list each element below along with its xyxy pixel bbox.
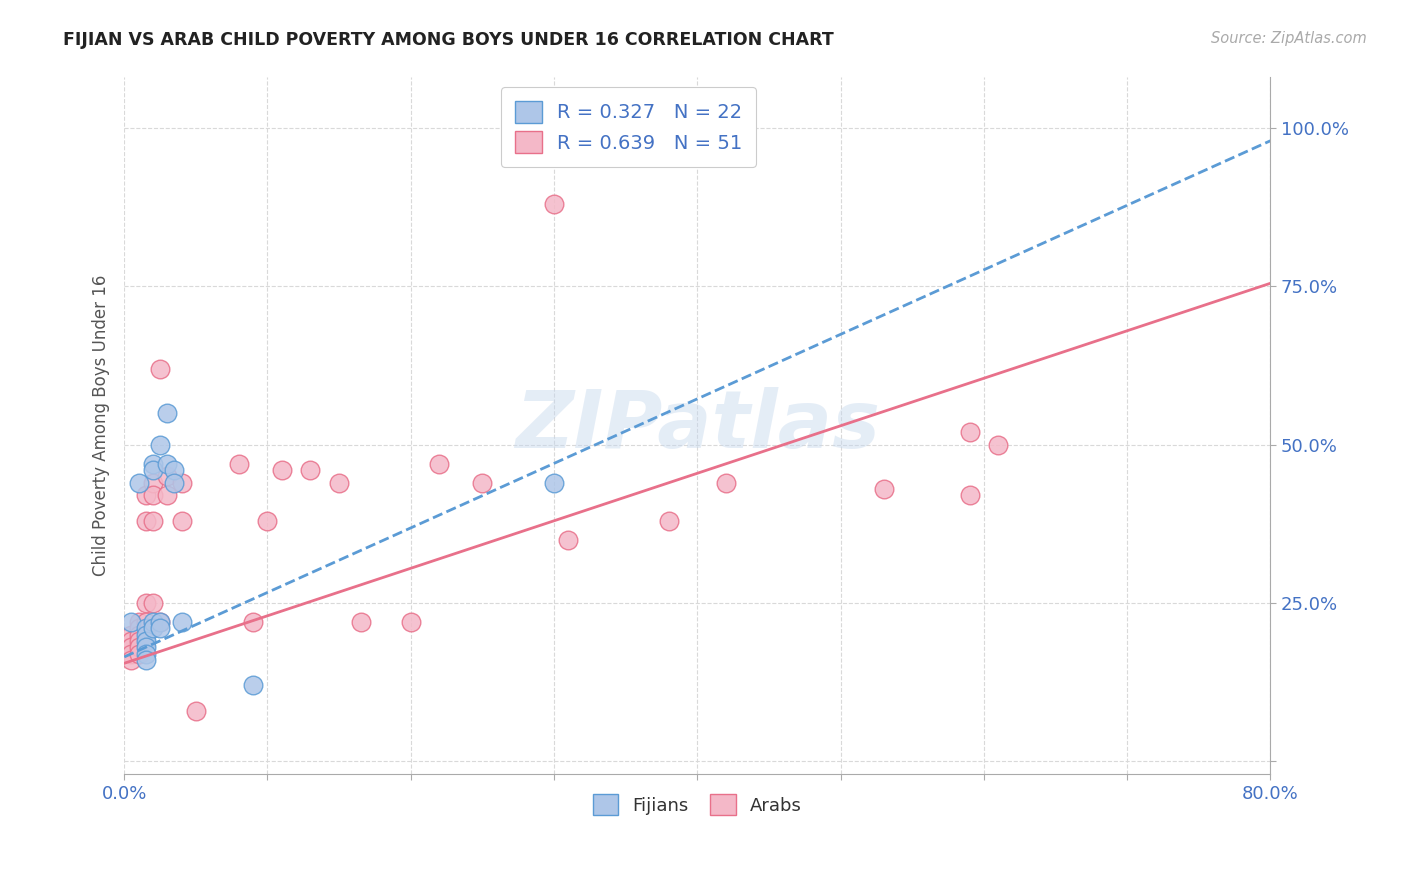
Point [959,488,981,502]
Point [128,475,150,490]
Point [142,596,165,610]
Point [557,533,579,547]
Point [128,622,150,636]
Point [128,640,150,655]
Point [163,463,186,477]
Point [987,438,1010,452]
Point [399,615,422,629]
Legend: Fijians, Arabs: Fijians, Arabs [583,786,811,824]
Point [128,634,150,648]
Point [959,425,981,439]
Point [156,469,179,483]
Point [135,622,157,636]
Point [128,647,150,661]
Point [163,475,186,490]
Point [135,615,157,629]
Point [429,457,451,471]
Point [156,488,179,502]
Point [128,615,150,629]
Point [135,596,157,610]
Point [135,514,157,528]
Point [135,647,157,661]
Point [543,197,565,211]
Point [714,475,737,490]
Point [328,475,350,490]
Point [135,640,157,655]
Point [142,488,165,502]
Point [170,475,193,490]
Point [120,647,142,661]
Point [156,406,179,420]
Point [170,514,193,528]
Point [270,463,292,477]
Point [120,615,142,629]
Point [543,475,565,490]
Point [299,463,322,477]
Point [149,615,172,629]
Point [142,475,165,490]
Point [135,653,157,667]
Point [142,463,165,477]
Point [156,457,179,471]
Point [349,615,371,629]
Point [242,615,264,629]
Text: FIJIAN VS ARAB CHILD POVERTY AMONG BOYS UNDER 16 CORRELATION CHART: FIJIAN VS ARAB CHILD POVERTY AMONG BOYS … [63,31,834,49]
Point [120,653,142,667]
Point [135,628,157,642]
Point [120,640,142,655]
Point [142,615,165,629]
Point [242,678,264,692]
Point [128,628,150,642]
Point [135,634,157,648]
Point [120,634,142,648]
Text: Source: ZipAtlas.com: Source: ZipAtlas.com [1211,31,1367,46]
Point [471,475,494,490]
Point [149,361,172,376]
Point [149,622,172,636]
Point [872,482,894,496]
Point [142,514,165,528]
Point [142,622,165,636]
Point [170,615,193,629]
Point [142,457,165,471]
Point [120,628,142,642]
Point [135,488,157,502]
Point [149,615,172,629]
Y-axis label: Child Poverty Among Boys Under 16: Child Poverty Among Boys Under 16 [93,275,110,576]
Text: ZIPatlas: ZIPatlas [515,387,880,465]
Point [256,514,278,528]
Point [149,438,172,452]
Point [658,514,681,528]
Point [184,704,207,718]
Point [228,457,250,471]
